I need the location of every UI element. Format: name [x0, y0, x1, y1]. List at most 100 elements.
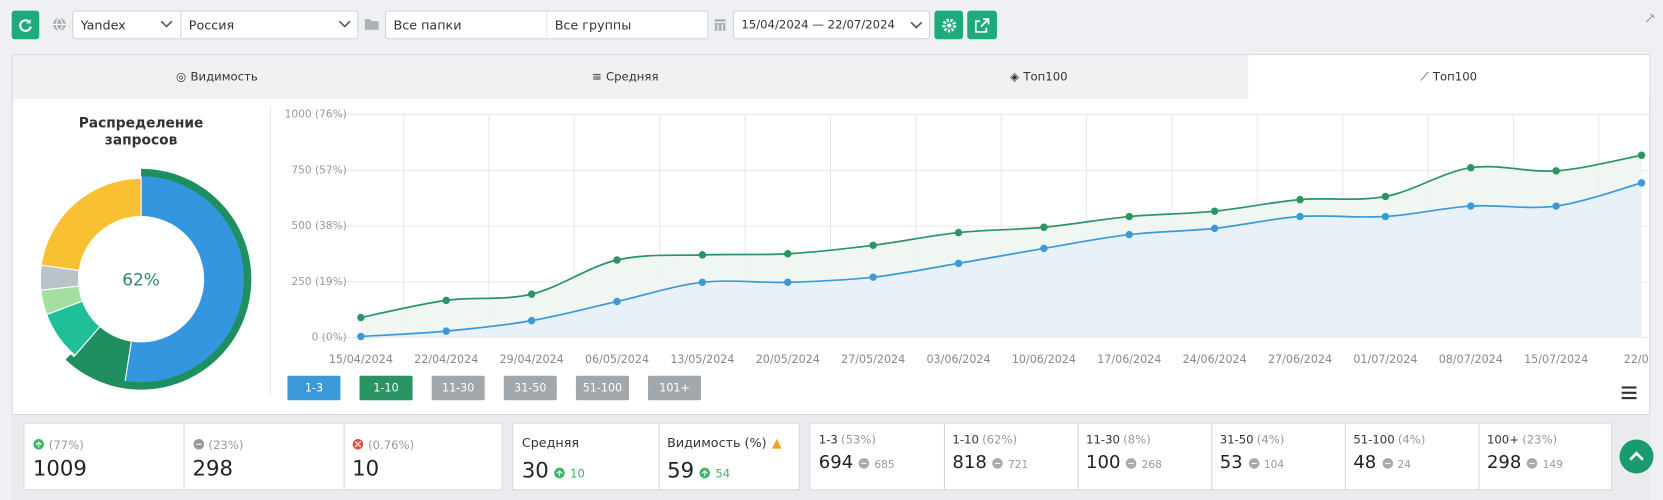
metric-change: 54: [715, 467, 731, 481]
group-value: 53: [1219, 452, 1243, 474]
group-previous: 685: [874, 459, 895, 472]
group-cell: 11-30 (8%) 100 268: [1078, 423, 1213, 490]
group-value-row: 53 104: [1220, 452, 1284, 473]
position-cell: (77%) 1009: [24, 423, 185, 490]
groups-card: 1-3 (53%) 694 685 1-10 (62%) 818 721 11-30 (8%) 10…: [809, 422, 1613, 491]
point: [1296, 212, 1304, 221]
point: [442, 327, 450, 335]
menu-icon[interactable]: [1621, 386, 1637, 400]
legend-swatch: [648, 375, 702, 401]
scroll-top-button[interactable]: [1619, 439, 1654, 474]
donut-title: Распределение запросов: [79, 115, 204, 148]
legend-swatch: [431, 375, 485, 401]
group-value-row: 100 268: [1086, 452, 1162, 473]
warning-icon: ▲: [771, 435, 782, 451]
group-label-row: 31-50 (4%): [1220, 433, 1285, 447]
point: [1040, 223, 1048, 231]
tab-label: Видимость: [190, 70, 258, 84]
groups-select[interactable]: Все группы: [547, 12, 707, 39]
export-icon: [974, 17, 990, 33]
group-cell: 100+ (23%) 298 149: [1478, 424, 1612, 490]
date-range-select[interactable]: 15/04/2024 — 22/07/2024: [732, 10, 931, 40]
position-value: 10: [352, 455, 380, 481]
group-label: 1-10: [952, 433, 979, 447]
engine-value: Yandex: [80, 18, 126, 33]
up-icon: [699, 467, 711, 479]
x-tick-label: 13/05/2024: [670, 353, 734, 366]
point: [1125, 230, 1133, 239]
group-cell: 1-10 (62%) 818 721: [944, 423, 1079, 490]
group-value-row: 818 721: [952, 452, 1028, 473]
down-icon: [352, 438, 364, 450]
metric-value: 59: [667, 457, 695, 484]
group-value-row: 694 685: [819, 452, 895, 473]
x-tick-label: 15/04/2024: [329, 353, 393, 366]
x-tick-label: 27/05/2024: [841, 353, 905, 366]
group-value: 100: [1086, 452, 1121, 474]
globe-icon: [53, 17, 66, 32]
legend-button[interactable]: 31-50: [503, 375, 557, 401]
legend-swatch: [359, 375, 413, 401]
legend-button[interactable]: 1-3: [287, 375, 341, 401]
metric-cell: Видимость (%) ▲ 59 54: [659, 424, 801, 490]
group-label: 100+: [1486, 433, 1520, 447]
point: [1637, 151, 1646, 159]
region-select[interactable]: Россия: [181, 12, 357, 39]
folders-select[interactable]: Все папки: [386, 11, 548, 39]
point: [698, 251, 707, 259]
pin-icon[interactable]: [1644, 12, 1657, 25]
legend-label: 51-100: [583, 382, 622, 395]
group-value-row: 298 149: [1487, 452, 1563, 473]
charts: Распределение запросов 62% 15/04/2024 22/04/…: [39, 106, 1650, 401]
point: [1040, 244, 1048, 253]
tab-label: Топ100: [1432, 70, 1478, 84]
engine-region-select: Yandex Россия: [72, 10, 359, 40]
position-percent: (77%): [48, 438, 84, 453]
refresh-icon: [19, 18, 32, 32]
settings-button[interactable]: [934, 10, 964, 40]
donut-outer-segment: [65, 168, 252, 390]
y-tick-label: 1000 (76%): [285, 108, 347, 121]
point: [613, 256, 621, 264]
group-label: 11-30: [1086, 433, 1120, 447]
point: [1210, 207, 1219, 215]
group-percent: (53%): [841, 433, 877, 447]
legend-label: 31-50: [514, 382, 546, 395]
legend-button[interactable]: 51-100: [575, 375, 629, 401]
donut-segment: [40, 177, 142, 272]
x-tick-label: 22/04/2024: [414, 353, 478, 366]
engine-select[interactable]: Yandex: [73, 11, 182, 39]
legend-button[interactable]: 1-10: [359, 375, 413, 401]
point: [357, 313, 365, 322]
position-percent-row: (77%): [33, 433, 84, 453]
legend-button[interactable]: 101+: [648, 375, 702, 401]
x-tick-label: 01/07/2024: [1353, 353, 1417, 366]
y-tick-label: 0 (0%): [312, 331, 347, 344]
tab[interactable]: ◈ Топ100: [829, 55, 1249, 99]
refresh-button[interactable]: [11, 10, 40, 40]
group-percent: (4%): [1397, 433, 1426, 447]
tab[interactable]: ≡ Средняя: [421, 55, 830, 99]
group-label: 1-3: [818, 433, 838, 447]
positions-card: (77%) 1009 (23%) 298 (0.76%) 10: [23, 422, 503, 491]
point: [442, 296, 450, 305]
group-cell: 1-3 (53%) 694 685: [810, 423, 945, 490]
region-value: Россия: [188, 18, 235, 33]
position-value: 298: [192, 455, 234, 481]
series-area: [360, 182, 1642, 338]
export-button[interactable]: [967, 10, 997, 40]
group-percent: (8%): [1123, 433, 1151, 447]
legend-button[interactable]: 11-30: [431, 375, 485, 401]
tab-label: Топ100: [1023, 70, 1068, 84]
group-previous: 104: [1263, 459, 1285, 472]
folders-value: Все папки: [393, 18, 462, 33]
tab[interactable]: ◎ Видимость: [12, 55, 422, 99]
chevron: [338, 20, 351, 28]
position-cell: (23%) 298: [184, 423, 345, 490]
tab-active[interactable]: ⟋ Топ100: [1248, 55, 1650, 99]
groups-value: Все группы: [554, 18, 632, 33]
group-value: 818: [952, 452, 987, 474]
legend-swatch: [575, 375, 629, 401]
up-icon: [554, 467, 566, 479]
